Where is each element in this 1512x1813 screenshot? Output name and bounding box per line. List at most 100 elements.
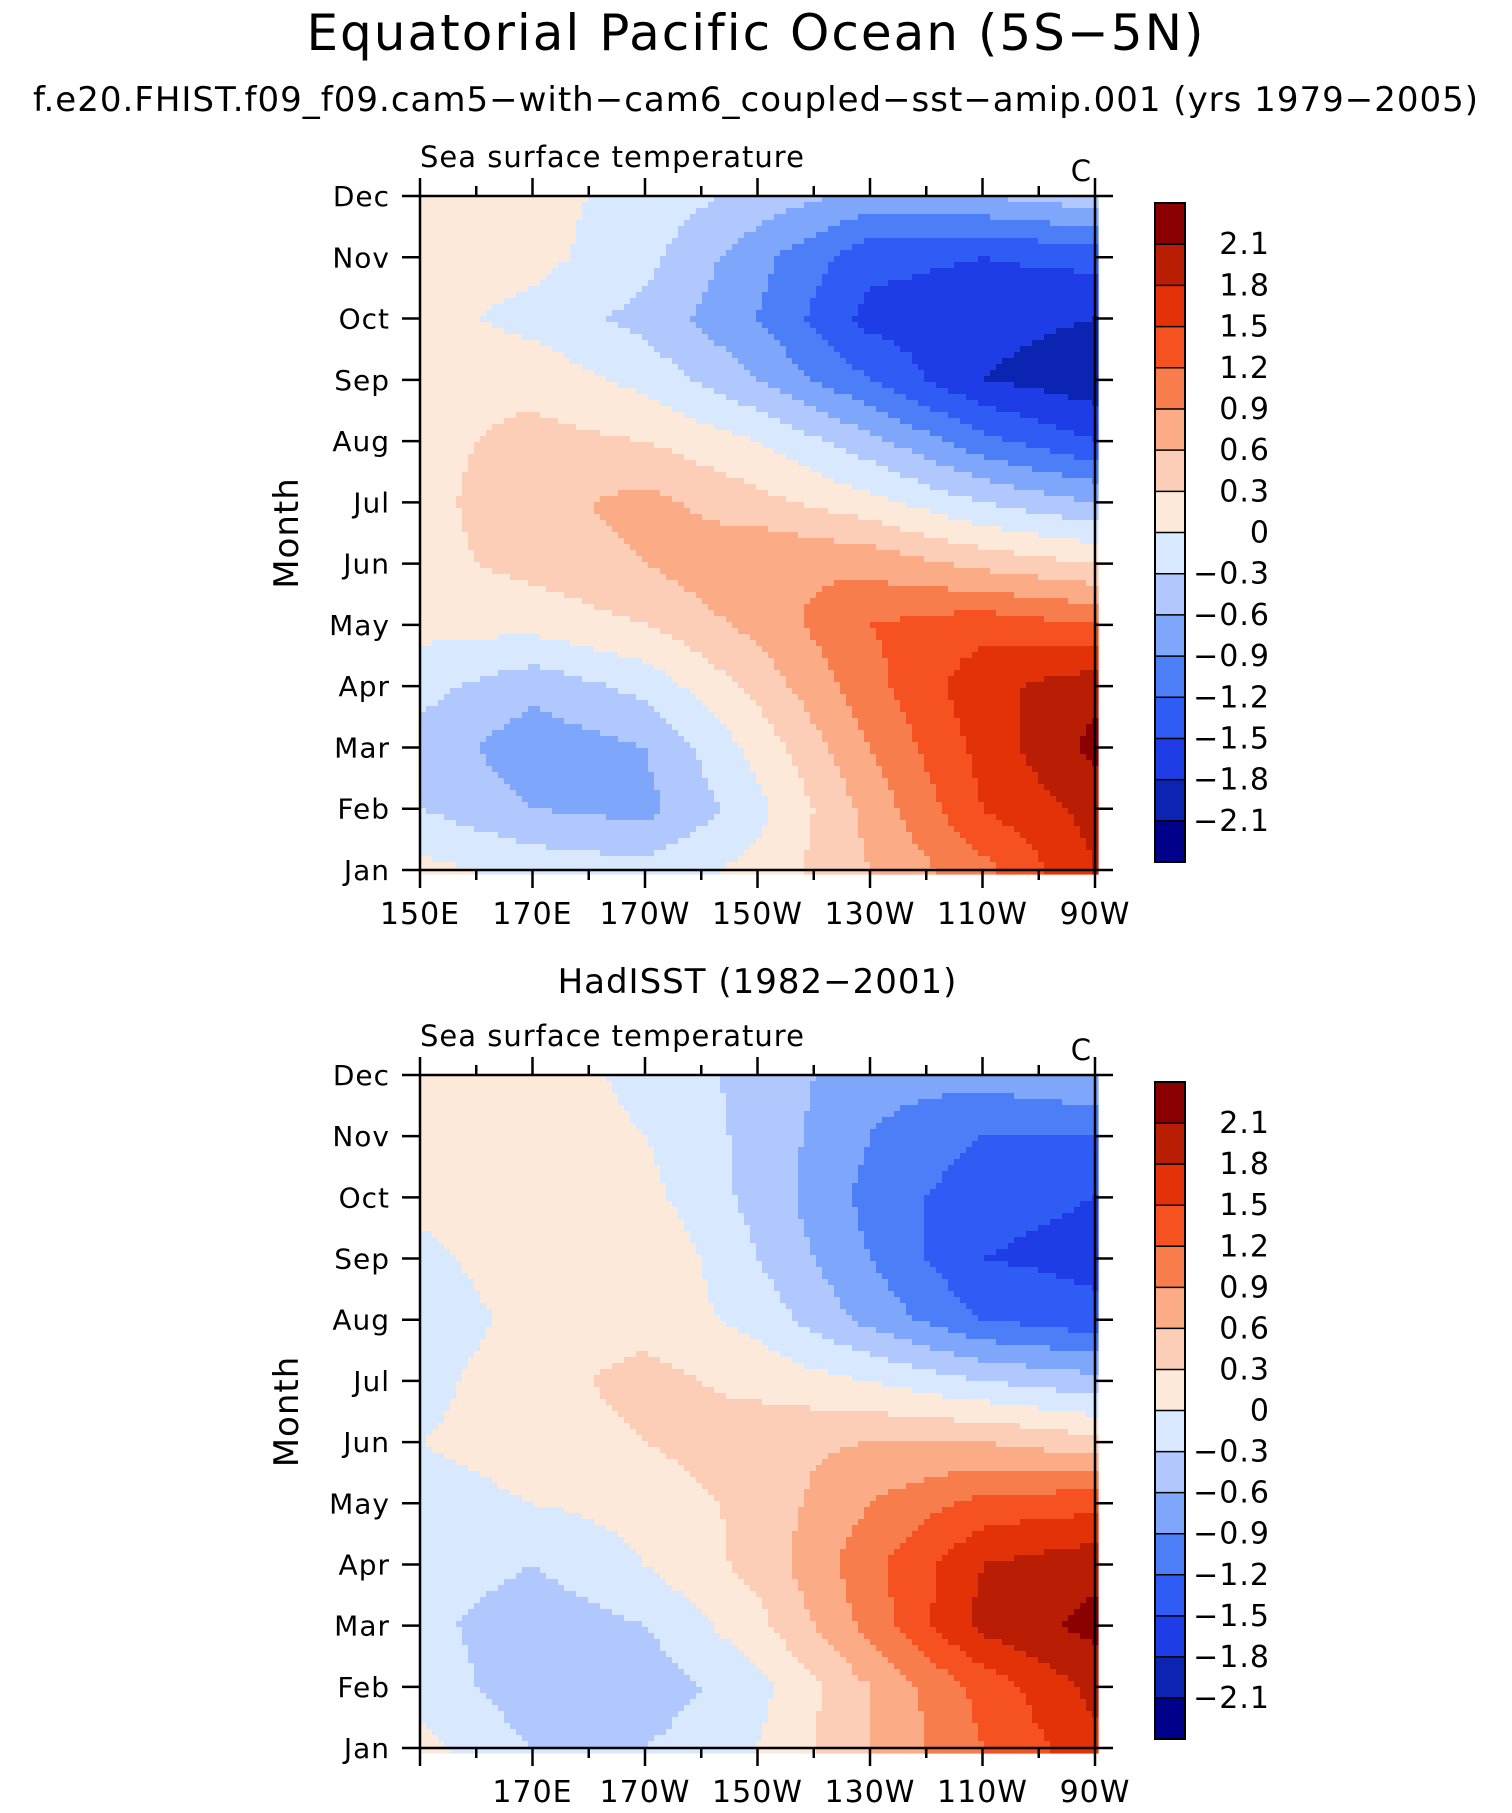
heatmap-cell [1020, 262, 1027, 269]
heatmap-cell [726, 424, 733, 431]
heatmap-cell [624, 202, 631, 209]
heatmap-cell [1086, 406, 1093, 413]
heatmap-cell [984, 412, 991, 419]
heatmap-cell [522, 208, 529, 215]
heatmap-cell [810, 310, 817, 317]
heatmap-cell [618, 232, 625, 239]
heatmap-cell [1020, 274, 1027, 281]
heatmap-cell [462, 460, 469, 467]
heatmap-cell [1062, 238, 1069, 245]
heatmap-cell [864, 412, 871, 419]
heatmap-cell [426, 298, 433, 305]
heatmap-cell [1050, 202, 1057, 209]
heatmap-cell [918, 304, 925, 311]
heatmap-cell [858, 328, 865, 335]
heatmap-cell [432, 298, 439, 305]
heatmap-cell [786, 400, 793, 407]
heatmap-cell [834, 274, 841, 281]
heatmap-cell [690, 406, 697, 413]
heatmap-cell [744, 316, 751, 323]
heatmap-cell [540, 358, 547, 365]
heatmap-cell [702, 310, 709, 317]
heatmap-cell [876, 244, 883, 251]
heatmap-cell [510, 238, 517, 245]
heatmap-cell [552, 346, 559, 353]
heatmap-cell [1050, 238, 1057, 245]
heatmap-cell [588, 454, 595, 461]
heatmap-cell [534, 346, 541, 353]
heatmap-cell [1062, 214, 1069, 221]
heatmap-cell [816, 376, 823, 383]
heatmap-cell [654, 406, 661, 413]
heatmap-cell [438, 304, 445, 311]
heatmap-cell [936, 394, 943, 401]
heatmap-cell [936, 226, 943, 233]
heatmap-cell [660, 274, 667, 281]
heatmap-cell [882, 352, 889, 359]
heatmap-cell [498, 448, 505, 455]
heatmap-cell [486, 244, 493, 251]
heatmap-cell [618, 328, 625, 335]
heatmap-cell [612, 304, 619, 311]
heatmap-cell [546, 424, 553, 431]
heatmap-cell [870, 394, 877, 401]
heatmap-cell [1080, 334, 1087, 341]
heatmap-cell [1050, 292, 1057, 299]
heatmap-cell [630, 358, 637, 365]
heatmap-cell [444, 292, 451, 299]
heatmap-cell [834, 358, 841, 365]
heatmap-cell [942, 364, 949, 371]
heatmap-cell [636, 244, 643, 251]
heatmap-cell [570, 262, 577, 269]
heatmap-cell [558, 346, 565, 353]
heatmap-cell [786, 370, 793, 377]
heatmap-cell [798, 358, 805, 365]
heatmap-cell [792, 448, 799, 455]
heatmap-cell [822, 202, 829, 209]
heatmap-cell [834, 340, 841, 347]
heatmap-cell [468, 310, 475, 317]
heatmap-cell [498, 268, 505, 275]
heatmap-cell [918, 244, 925, 251]
heatmap-cell [882, 424, 889, 431]
heatmap-cell [864, 226, 871, 233]
heatmap-cell [888, 232, 895, 239]
heatmap-cell [696, 454, 703, 461]
heatmap-cell [894, 256, 901, 263]
heatmap-cell [828, 448, 835, 455]
heatmap-cell [1062, 328, 1069, 335]
heatmap-cell [966, 310, 973, 317]
heatmap-cell [762, 442, 769, 449]
heatmap-cell [690, 208, 697, 215]
heatmap-cell [1008, 268, 1015, 275]
heatmap-cell [690, 196, 697, 203]
heatmap-cell [714, 430, 721, 437]
heatmap-cell [972, 400, 979, 407]
heatmap-cell [1074, 370, 1081, 377]
heatmap-cell [432, 268, 439, 275]
heatmap-cell [840, 232, 847, 239]
heatmap-cell [1020, 322, 1027, 329]
heatmap-cell [420, 448, 427, 455]
heatmap-cell [936, 454, 943, 461]
heatmap-cell [642, 346, 649, 353]
heatmap-cell [792, 310, 799, 317]
heatmap-cell [780, 220, 787, 227]
heatmap-cell [762, 226, 769, 233]
heatmap-cell [654, 442, 661, 449]
heatmap-cell [684, 376, 691, 383]
heatmap-cell [924, 262, 931, 269]
heatmap-cell [498, 460, 505, 467]
heatmap-cell [648, 274, 655, 281]
heatmap-cell [468, 256, 475, 263]
heatmap-cell [576, 274, 583, 281]
heatmap-cell [486, 304, 493, 311]
heatmap-cell [822, 430, 829, 437]
heatmap-cell [1008, 388, 1015, 395]
heatmap-cell [684, 268, 691, 275]
heatmap-cell [978, 232, 985, 239]
heatmap-cell [1080, 448, 1087, 455]
heatmap-cell [696, 208, 703, 215]
heatmap-cell [1002, 352, 1009, 359]
heatmap-cell [522, 232, 529, 239]
